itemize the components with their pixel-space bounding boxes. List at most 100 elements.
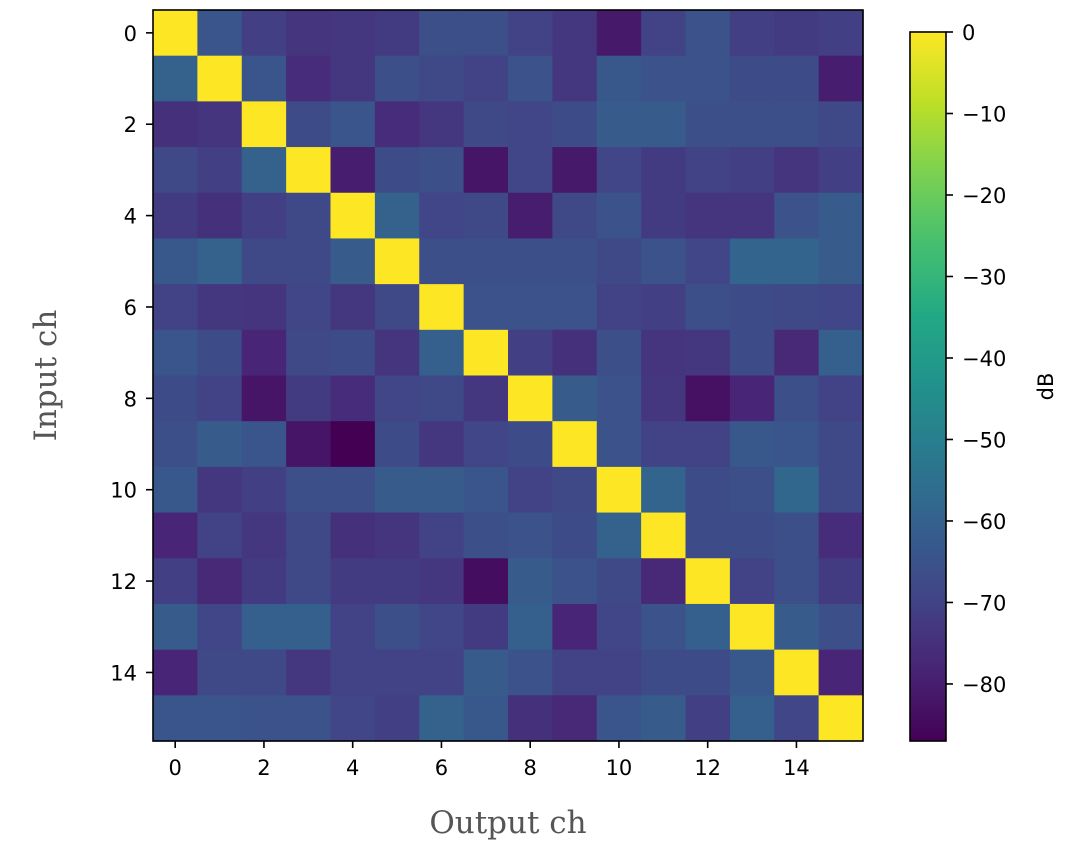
heatmap-cell: [729, 558, 775, 605]
heatmap-cell: [241, 695, 287, 742]
colorbar-tick-label: −50: [962, 428, 1006, 452]
heatmap-cell: [153, 238, 198, 285]
heatmap-cell: [197, 192, 243, 240]
heatmap-cell: [419, 421, 465, 468]
heatmap-cell: [197, 558, 243, 605]
heatmap-cell: [641, 466, 687, 514]
heatmap-cell: [330, 558, 376, 605]
heatmap-cell: [197, 10, 243, 57]
heatmap-cell: [463, 649, 509, 696]
heatmap-cell: [241, 421, 287, 468]
heatmap-cell: [374, 192, 420, 240]
heatmap-cell: [374, 512, 420, 559]
heatmap-cell: [197, 603, 243, 651]
heatmap-cell: [818, 101, 864, 148]
heatmap-cell: [463, 375, 509, 422]
heatmap-cell: [286, 649, 332, 696]
heatmap-cell: [774, 466, 820, 514]
heatmap-cell: [508, 10, 553, 57]
heatmap-cell: [197, 466, 243, 514]
heatmap-cell: [596, 10, 642, 57]
heatmap-cell: [641, 603, 687, 651]
heatmap-cell: [729, 649, 775, 696]
heatmap-cell: [374, 101, 420, 148]
heatmap-cell: [774, 192, 820, 240]
heatmap-cell: [463, 55, 509, 102]
heatmap-cell: [241, 558, 287, 605]
heatmap-cell: [685, 238, 731, 285]
heatmap-cell: [419, 558, 465, 605]
heatmap-cell: [153, 512, 198, 559]
heatmap-cell: [818, 284, 864, 331]
heatmap-cell: [330, 466, 376, 514]
x-tick-label: 14: [783, 756, 810, 780]
heatmap-cell: [153, 466, 198, 514]
heatmap-cell: [463, 192, 509, 240]
x-tick-label: 2: [257, 756, 270, 780]
heatmap-cell: [552, 375, 598, 422]
heatmap-cell: [685, 558, 731, 605]
heatmap-cell: [153, 649, 198, 696]
heatmap-cell: [729, 238, 775, 285]
heatmap-cell: [463, 512, 509, 559]
heatmap-cell: [463, 10, 509, 57]
heatmap-cell: [153, 603, 198, 651]
heatmap-cell: [641, 238, 687, 285]
heatmap-cell: [197, 329, 243, 377]
colorbar-tick-label: −20: [962, 184, 1006, 208]
heatmap-cell: [463, 695, 509, 742]
heatmap-cell: [374, 375, 420, 422]
y-tick-label: 0: [124, 22, 137, 46]
heatmap-cell: [508, 375, 553, 422]
heatmap-cell: [729, 603, 775, 651]
heatmap-cell: [818, 558, 864, 605]
heatmap-cell: [463, 329, 509, 377]
heatmap-cell: [774, 147, 820, 194]
heatmap-cell: [552, 55, 598, 102]
heatmap-cell: [596, 55, 642, 102]
heatmap-cell: [419, 147, 465, 194]
heatmap-cell: [774, 603, 820, 651]
heatmap-cell: [197, 55, 243, 102]
heatmap-cell: [818, 375, 864, 422]
heatmap-cell: [286, 329, 332, 377]
heatmap-cell: [286, 558, 332, 605]
heatmap-cell: [774, 421, 820, 468]
heatmap-cell: [729, 284, 775, 331]
heatmap-cell: [729, 421, 775, 468]
heatmap-cell: [729, 329, 775, 377]
heatmap-cell: [774, 558, 820, 605]
heatmap-cell: [153, 695, 198, 742]
heatmap-cell: [818, 238, 864, 285]
heatmap-cell: [153, 375, 198, 422]
heatmap-cell: [774, 375, 820, 422]
heatmap-cell: [685, 147, 731, 194]
heatmap-cell: [774, 55, 820, 102]
y-tick-label: 4: [124, 205, 137, 229]
heatmap-cell: [552, 558, 598, 605]
heatmap-cell: [286, 466, 332, 514]
x-tick-label: 4: [346, 756, 359, 780]
heatmap-cell: [153, 147, 198, 194]
heatmap-cell: [596, 695, 642, 742]
heatmap-cell: [641, 329, 687, 377]
colorbar-tick-label: −10: [962, 102, 1006, 126]
heatmap-cell: [508, 329, 553, 377]
y-axis-title: Input ch: [28, 310, 64, 442]
heatmap-cell: [330, 603, 376, 651]
heatmap-cell: [729, 466, 775, 514]
heatmap-cell: [419, 284, 465, 331]
heatmap-cell: [596, 192, 642, 240]
heatmap-cell: [596, 421, 642, 468]
heatmap-cell: [419, 329, 465, 377]
heatmap-cell: [818, 147, 864, 194]
heatmap-cell: [419, 55, 465, 102]
heatmap-cell: [818, 10, 864, 57]
heatmap-cell: [685, 10, 731, 57]
colorbar-tick-label: −80: [962, 673, 1006, 697]
heatmap-cell: [286, 512, 332, 559]
heatmap-cell: [774, 512, 820, 559]
heatmap-cell: [286, 238, 332, 285]
heatmap-cell: [197, 512, 243, 559]
y-tick-label: 2: [124, 113, 137, 137]
